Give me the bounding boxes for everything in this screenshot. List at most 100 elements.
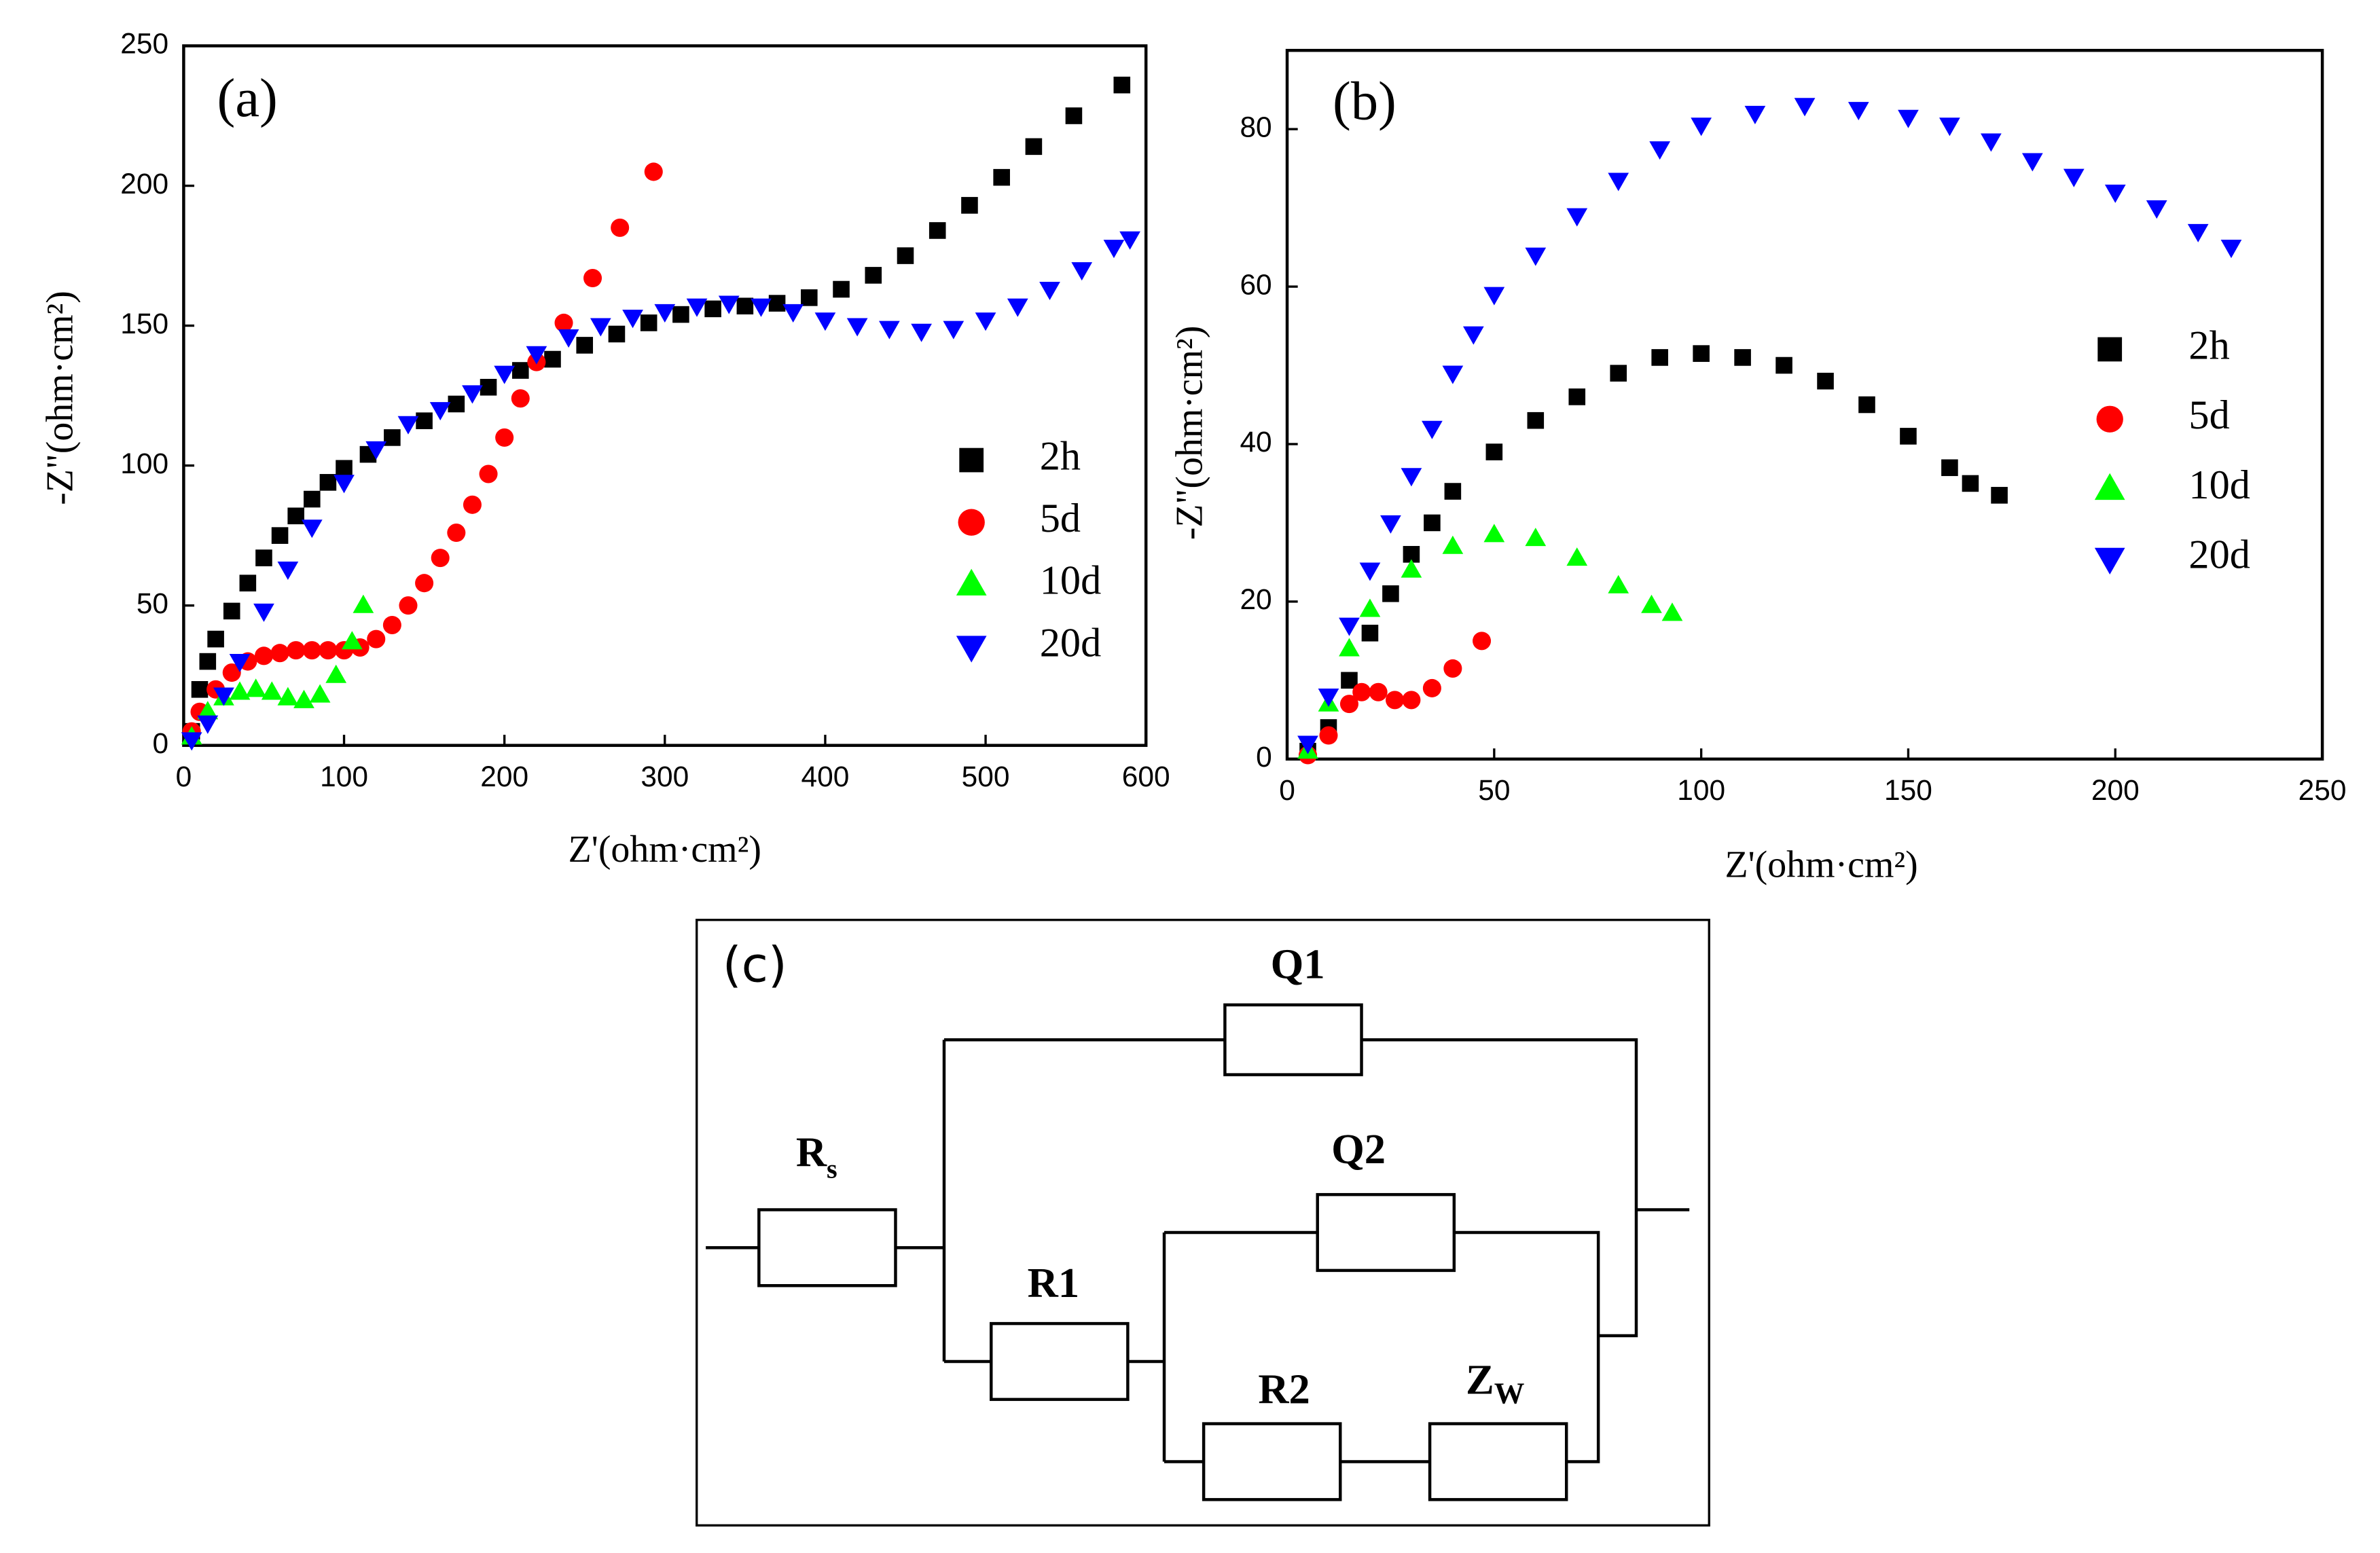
marker-triangle-down [181, 732, 202, 751]
marker-triangle-down [1483, 287, 1505, 306]
panel-label: (c) [723, 937, 787, 993]
marker-square [239, 574, 257, 591]
marker-square [480, 378, 497, 396]
marker-triangle-up [1608, 574, 1629, 593]
marker-triangle-down [911, 323, 932, 342]
marker-square [1341, 672, 1358, 689]
element-label: R2 [1258, 1365, 1310, 1412]
marker-triangle-up [245, 678, 267, 697]
x-tick-label: 100 [1677, 774, 1725, 806]
marker-triangle-up [353, 594, 374, 613]
y-tick-label: 50 [137, 587, 168, 619]
x-tick-label: 200 [2091, 774, 2140, 806]
marker-circle [1422, 678, 1441, 697]
label-subscript: s [827, 1154, 837, 1184]
marker-triangle-down [229, 654, 251, 673]
marker-triangle-down [718, 295, 740, 314]
y-tick-label: 150 [120, 308, 168, 340]
element-box [1202, 1422, 1342, 1501]
marker-triangle-down [1401, 468, 1422, 487]
x-tick-label: 250 [2298, 774, 2347, 806]
marker-triangle-down [2021, 153, 2043, 172]
marker-triangle-down [1039, 281, 1060, 300]
x-tick-label: 200 [480, 761, 528, 792]
marker-circle [463, 495, 482, 514]
marker-triangle-down [365, 441, 387, 460]
marker-square [1025, 138, 1043, 156]
marker-triangle-down [2094, 547, 2125, 575]
marker-square [993, 168, 1010, 186]
marker-circle [302, 641, 321, 660]
marker-square [1858, 396, 1875, 414]
plot-frame [182, 44, 1148, 747]
marker-triangle-down [558, 329, 579, 348]
x-tick-label: 150 [1884, 774, 1932, 806]
marker-triangle-down [1119, 231, 1140, 250]
marker-triangle-down [333, 475, 355, 494]
marker-triangle-up [1661, 602, 1683, 621]
marker-triangle-up [197, 701, 219, 720]
marker-triangle-up [1339, 638, 1360, 657]
y-tick-label: 0 [152, 727, 168, 759]
marker-circle [583, 268, 602, 288]
resistor-box [757, 1208, 897, 1287]
marker-triangle-down [1339, 617, 1360, 636]
marker-triangle-down [1794, 98, 1816, 117]
marker-triangle-down [590, 318, 611, 337]
x-tick-label: 300 [641, 761, 689, 792]
x-tick-label: 0 [1279, 774, 1295, 806]
marker-triangle-down [1847, 102, 1869, 121]
marker-square [928, 222, 946, 239]
wire [1454, 1230, 1600, 1463]
marker-square [704, 300, 721, 318]
marker-square [1775, 357, 1792, 374]
marker-triangle-down [943, 321, 964, 340]
marker-triangle-down [1525, 247, 1547, 266]
marker-square [608, 325, 626, 343]
marker-square [1361, 624, 1379, 642]
marker-square [191, 680, 209, 698]
circuit-diagram [696, 919, 1710, 1527]
marker-triangle-down [879, 321, 900, 340]
marker-square [287, 507, 304, 525]
y-tick-label: 60 [1240, 268, 1272, 300]
y-axis-label: -Z"(ohm·cm²) [39, 291, 82, 505]
legend-label: 2h [2188, 323, 2229, 368]
marker-circle [399, 596, 418, 615]
marker-square [1693, 345, 1710, 362]
marker-circle [367, 629, 386, 648]
marker-circle [431, 549, 450, 568]
y-tick-label: 20 [1240, 583, 1272, 615]
marker-triangle-down [397, 416, 419, 435]
marker-triangle-down [846, 318, 868, 337]
marker-square [865, 267, 882, 284]
x-tick-label: 0 [176, 761, 192, 792]
marker-circle [495, 428, 514, 447]
marker-circle [511, 389, 530, 408]
marker-square [1065, 107, 1083, 124]
marker-square [1991, 487, 2008, 504]
x-tick-label: 500 [962, 761, 1010, 792]
marker-triangle-down [213, 687, 234, 706]
marker-triangle-down [814, 312, 836, 331]
marker-circle [1319, 726, 1338, 745]
marker-triangle-down [782, 304, 804, 323]
marker-triangle-down [494, 365, 516, 384]
marker-square [961, 197, 978, 214]
marker-circle [1369, 682, 1388, 701]
marker-triangle-up [325, 664, 347, 683]
x-axis-label: Z'(ohm·cm²) [1725, 844, 1917, 886]
marker-triangle-up [956, 568, 987, 596]
y-tick-label: 200 [120, 168, 168, 200]
marker-square [1900, 428, 1917, 445]
marker-square [1734, 349, 1751, 366]
element-label: Rs [796, 1129, 837, 1184]
marker-triangle-down [2104, 184, 2126, 203]
marker-circle [447, 523, 466, 543]
marker-square [768, 295, 786, 312]
marker-square [576, 337, 594, 354]
marker-circle [479, 464, 498, 483]
marker-square [1941, 459, 1958, 477]
marker-circle [254, 646, 273, 665]
x-axis-label: Z'(ohm·cm²) [569, 828, 761, 871]
